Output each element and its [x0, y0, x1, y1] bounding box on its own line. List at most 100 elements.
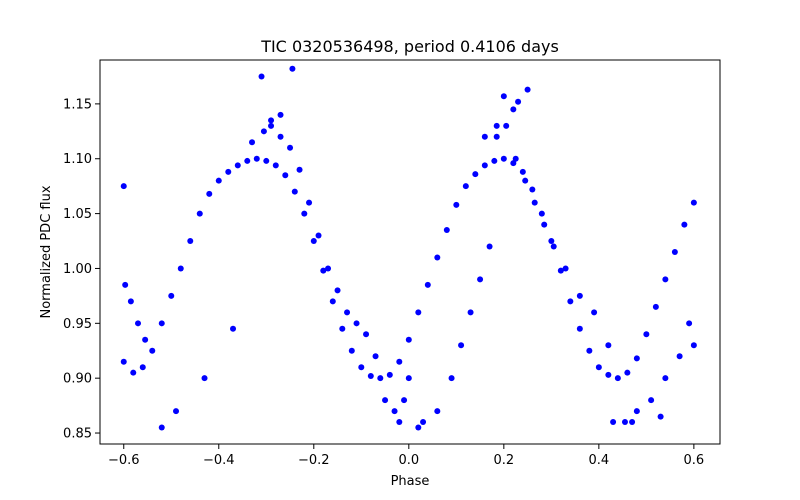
- data-point: [334, 287, 341, 294]
- data-point: [348, 347, 355, 354]
- data-point: [320, 267, 327, 274]
- data-point: [249, 139, 256, 146]
- data-point: [541, 221, 548, 228]
- data-point: [503, 122, 510, 129]
- data-point: [648, 397, 655, 404]
- data-point: [586, 347, 593, 354]
- data-point: [277, 111, 284, 118]
- data-point: [196, 210, 203, 217]
- data-point: [550, 243, 557, 250]
- data-point: [633, 355, 640, 362]
- data-point: [690, 342, 697, 349]
- data-point: [595, 364, 602, 371]
- data-point: [158, 320, 165, 327]
- x-tick-label: 0.4: [589, 453, 610, 468]
- data-point: [177, 265, 184, 272]
- x-axis: −0.6 −0.4 −0.2 0.0 0.2 0.4 0.6: [108, 444, 704, 468]
- data-point: [481, 162, 488, 169]
- data-point: [434, 408, 441, 415]
- data-point: [396, 358, 403, 365]
- data-point: [187, 238, 194, 245]
- data-point: [244, 157, 251, 164]
- data-point: [486, 243, 493, 250]
- data-point: [363, 331, 370, 338]
- data-point: [524, 86, 531, 93]
- y-axis: 0.85 0.90 0.95 1.00 1.05 1.10 1.15: [63, 97, 100, 442]
- x-axis-label: Phase: [391, 474, 430, 489]
- data-point: [120, 358, 127, 365]
- data-point: [296, 166, 303, 173]
- data-point: [548, 238, 555, 245]
- data-point: [135, 320, 142, 327]
- data-point: [289, 65, 296, 72]
- data-point: [567, 298, 574, 305]
- data-point: [139, 364, 146, 371]
- data-point: [614, 375, 621, 382]
- data-point: [268, 117, 275, 124]
- data-point: [591, 309, 598, 316]
- data-point: [420, 419, 427, 426]
- data-point: [344, 309, 351, 316]
- y-tick-label: 1.00: [63, 262, 92, 277]
- data-point: [512, 155, 519, 162]
- data-point: [339, 325, 346, 332]
- data-point: [234, 162, 241, 169]
- data-point: [531, 199, 538, 206]
- data-point: [173, 408, 180, 415]
- data-point: [415, 309, 422, 316]
- data-point: [263, 157, 270, 164]
- y-tick-label: 0.95: [63, 317, 92, 332]
- data-point: [424, 281, 431, 288]
- data-point: [493, 122, 500, 129]
- data-point: [557, 267, 564, 274]
- data-point: [681, 221, 688, 228]
- data-point: [149, 347, 156, 354]
- data-point: [282, 172, 289, 179]
- data-point: [643, 331, 650, 338]
- data-point: [538, 210, 545, 217]
- data-point: [201, 375, 208, 382]
- data-point: [277, 133, 284, 140]
- data-point: [120, 183, 127, 190]
- x-tick-label: −0.6: [108, 453, 140, 468]
- data-point: [633, 408, 640, 415]
- data-point: [448, 375, 455, 382]
- x-tick-label: 0.2: [493, 453, 514, 468]
- data-point: [405, 336, 412, 343]
- x-tick-label: −0.4: [203, 453, 235, 468]
- x-tick-label: −0.2: [298, 453, 330, 468]
- data-point: [258, 73, 265, 80]
- data-point: [662, 375, 669, 382]
- data-point: [662, 276, 669, 283]
- data-point: [325, 265, 332, 272]
- data-point: [405, 375, 412, 382]
- data-point: [260, 128, 267, 135]
- data-point: [272, 162, 279, 169]
- data-point: [652, 303, 659, 310]
- data-point: [358, 364, 365, 371]
- data-point: [306, 199, 313, 206]
- data-point: [230, 325, 237, 332]
- data-point: [367, 372, 374, 379]
- data-point: [434, 254, 441, 261]
- data-point: [491, 157, 498, 164]
- data-point: [515, 98, 522, 105]
- y-tick-label: 1.05: [63, 207, 92, 222]
- data-point: [130, 369, 137, 376]
- data-point: [605, 371, 612, 378]
- data-point: [315, 232, 322, 239]
- data-point: [142, 336, 149, 343]
- data-point: [453, 201, 460, 208]
- data-point: [253, 155, 260, 162]
- data-point: [500, 155, 507, 162]
- y-tick-label: 1.15: [63, 97, 92, 112]
- data-point: [510, 106, 517, 113]
- data-point: [493, 133, 500, 140]
- data-point: [624, 369, 631, 376]
- data-point: [500, 93, 507, 100]
- data-point: [462, 183, 469, 190]
- data-point: [353, 320, 360, 327]
- data-point: [215, 177, 222, 184]
